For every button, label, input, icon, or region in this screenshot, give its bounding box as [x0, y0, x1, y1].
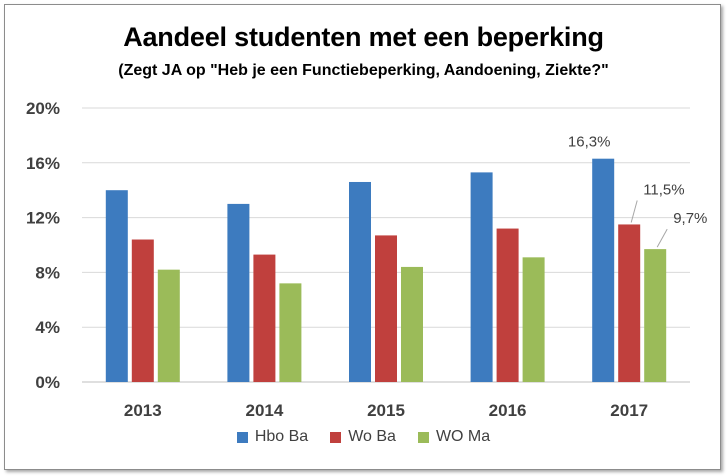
bar — [496, 228, 519, 382]
y-tick-label: 8% — [35, 263, 60, 282]
bar — [349, 181, 371, 382]
bar — [253, 254, 276, 382]
y-tick-label: 12% — [26, 209, 60, 228]
legend-swatch — [417, 431, 429, 443]
chart-title: Aandeel studenten met een beperking — [123, 22, 604, 52]
x-tick-label: 2013 — [124, 401, 162, 420]
legend-item: WO Ma — [417, 428, 491, 446]
bar — [105, 190, 128, 382]
bar — [401, 266, 423, 382]
bar — [375, 235, 397, 382]
x-tick-label: 2014 — [245, 401, 283, 420]
bar — [131, 239, 154, 382]
y-tick-label: 20% — [26, 99, 60, 118]
x-tick-label: 2016 — [489, 401, 527, 420]
x-tick-label: 2017 — [610, 401, 648, 420]
data-label: 11,5% — [643, 181, 684, 198]
y-tick-label: 16% — [26, 154, 60, 173]
legend-label: Hbo Ba — [254, 428, 309, 445]
data-label: 9,7% — [673, 210, 707, 227]
chart-subtitle: (Zegt JA op "Heb je een Functiebeperking… — [118, 62, 609, 79]
data-label-leader — [630, 200, 638, 223]
y-tick-label: 0% — [35, 373, 60, 392]
data-label-leader — [656, 228, 668, 248]
chart-legend: Hbo Ba Wo Ba WO Ma — [0, 428, 727, 446]
bar — [644, 249, 667, 382]
bar — [157, 269, 180, 382]
bar — [618, 224, 641, 382]
legend-label: Wo Ba — [348, 428, 396, 445]
bar — [522, 257, 545, 382]
bar — [227, 203, 250, 382]
legend-swatch — [330, 431, 342, 443]
x-tick-label: 2015 — [367, 401, 405, 420]
data-label: 16,3% — [568, 134, 611, 151]
bar — [470, 172, 493, 382]
legend-label: WO Ma — [435, 428, 491, 445]
y-tick-label: 4% — [35, 318, 60, 337]
bar — [592, 158, 615, 382]
bar — [279, 283, 302, 382]
legend-item: Hbo Ba — [236, 428, 309, 446]
legend-item: Wo Ba — [330, 428, 396, 446]
legend-swatch — [236, 431, 248, 443]
